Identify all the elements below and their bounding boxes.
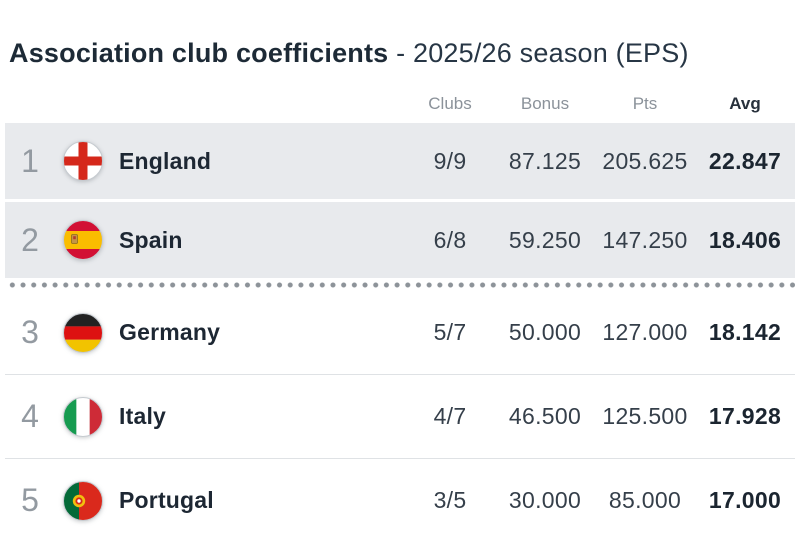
avg-value: 18.406 [708, 226, 782, 253]
bonus-value: 30.000 [508, 487, 582, 513]
pts-value: 205.625 [602, 147, 688, 174]
avg-value: 22.847 [708, 147, 782, 174]
clubs-value: 4/7 [433, 403, 467, 429]
pts-value: 147.250 [602, 226, 688, 253]
coefficients-page: Association club coefficients - 2025/26 … [5, 36, 795, 542]
clubs-value: 5/7 [433, 319, 467, 345]
qualification-cutoff-dotted-line [5, 278, 795, 291]
table-body: 1 England 9/9 87.125 205.625 22.847 2 Sp… [5, 123, 795, 542]
header-pts: Pts [632, 94, 658, 113]
avg-value: 17.000 [708, 487, 782, 513]
flag-cell [55, 220, 110, 260]
bonus-value: 59.250 [508, 226, 582, 253]
rank-number: 1 [21, 142, 39, 179]
pts-value: 85.000 [608, 487, 682, 513]
clubs-value: 3/5 [433, 487, 467, 513]
header-bonus: Bonus [520, 94, 570, 113]
table-row[interactable]: 4 Italy 4/7 46.500 125.500 17.928 [5, 374, 795, 458]
table-row[interactable]: 5 Portugal 3/5 30.000 85.000 17.000 [5, 458, 795, 542]
pts-value: 127.000 [602, 319, 688, 345]
avg-value: 18.142 [708, 319, 782, 345]
bonus-value: 87.125 [508, 147, 582, 174]
flag-cell [55, 141, 110, 181]
italy-flag-icon [62, 396, 103, 437]
clubs-value: 9/9 [433, 147, 467, 174]
pts-value: 125.500 [602, 403, 688, 429]
rank-number: 2 [21, 221, 39, 258]
header-clubs: Clubs [428, 94, 472, 113]
table-row[interactable]: 2 Spain 6/8 59.250 147.250 18.406 [5, 202, 795, 278]
flag-cell [55, 480, 110, 521]
page-title: Association club coefficients - 2025/26 … [5, 36, 795, 70]
spain-flag-icon [62, 220, 103, 260]
bonus-value: 46.500 [508, 403, 582, 429]
portugal-flag-icon [62, 480, 103, 521]
dotted-line-pattern [5, 281, 795, 288]
rank-number: 3 [21, 314, 39, 350]
table-header-row: Clubs Bonus Pts Avg [5, 94, 795, 123]
country-name: Portugal [119, 487, 214, 513]
table-row[interactable]: 3 Germany 5/7 50.000 127.000 18.142 [5, 291, 795, 374]
country-name: Spain [119, 226, 183, 253]
country-name: Germany [119, 319, 221, 345]
bonus-value: 50.000 [508, 319, 582, 345]
country-name: England [119, 147, 212, 174]
table-row[interactable]: 1 England 9/9 87.125 205.625 22.847 [5, 123, 795, 199]
rank-number: 5 [21, 482, 39, 518]
clubs-value: 6/8 [433, 226, 467, 253]
flag-cell [55, 396, 110, 437]
page-title-season: - 2025/26 season (EPS) [396, 38, 689, 68]
germany-flag-icon [62, 312, 103, 353]
page-title-main: Association club coefficients [9, 38, 389, 68]
rank-number: 4 [21, 398, 39, 434]
england-flag-icon [62, 141, 103, 181]
avg-value: 17.928 [708, 403, 782, 429]
country-name: Italy [119, 403, 167, 429]
header-avg: Avg [729, 94, 761, 113]
flag-cell [55, 312, 110, 353]
